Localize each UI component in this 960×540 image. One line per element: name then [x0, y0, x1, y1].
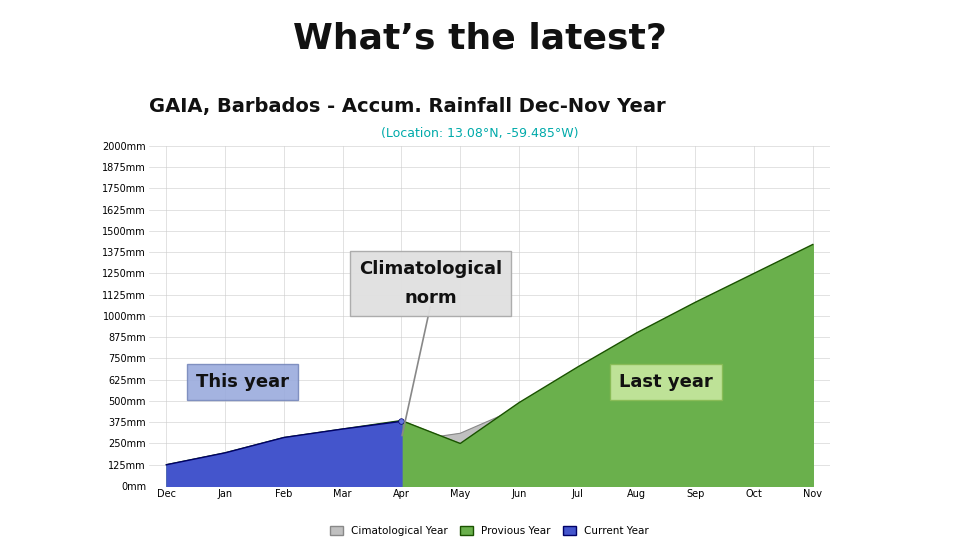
Text: What’s the latest?: What’s the latest?: [293, 22, 667, 56]
Text: This year: This year: [196, 373, 289, 392]
Legend: Cimatological Year, Provious Year, Current Year: Cimatological Year, Provious Year, Curre…: [326, 522, 653, 540]
Text: Climatological
norm: Climatological norm: [359, 260, 502, 307]
Text: GAIA, Barbados - Accum. Rainfall Dec-Nov Year: GAIA, Barbados - Accum. Rainfall Dec-Nov…: [149, 97, 665, 116]
Text: (Location: 13.08°N, -59.485°W): (Location: 13.08°N, -59.485°W): [381, 127, 579, 140]
Text: Last year: Last year: [619, 373, 712, 392]
